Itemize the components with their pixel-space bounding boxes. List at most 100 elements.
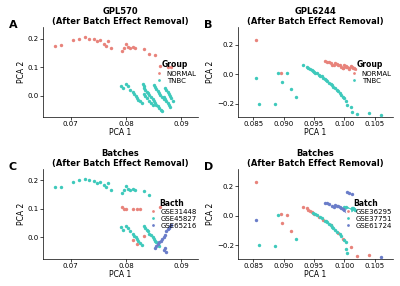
Point xyxy=(91,179,97,183)
Point xyxy=(279,221,286,225)
Point xyxy=(279,79,286,84)
Point xyxy=(152,238,158,243)
Point xyxy=(127,88,134,92)
Point xyxy=(292,236,299,241)
Point xyxy=(334,61,340,66)
Point xyxy=(120,228,126,232)
Point xyxy=(256,101,262,106)
Point xyxy=(159,95,165,99)
Point xyxy=(102,43,109,48)
Point xyxy=(144,90,150,94)
Point xyxy=(164,227,171,231)
Point xyxy=(339,65,346,70)
Point xyxy=(101,41,107,46)
Point xyxy=(58,184,64,189)
Point xyxy=(338,65,344,69)
Point xyxy=(378,113,384,118)
Point xyxy=(311,211,317,216)
Point xyxy=(156,106,162,111)
Point xyxy=(142,94,149,98)
Point xyxy=(331,63,337,68)
Point xyxy=(334,230,340,234)
Point xyxy=(135,239,142,244)
Point xyxy=(300,205,306,209)
Point xyxy=(168,223,175,227)
Point xyxy=(138,101,145,106)
Legend: NORMAL, TNBC: NORMAL, TNBC xyxy=(346,60,392,84)
Point xyxy=(141,86,148,91)
Point xyxy=(156,91,162,96)
Point xyxy=(348,65,355,69)
Point xyxy=(332,61,338,65)
Legend: NORMAL, TNBC: NORMAL, TNBC xyxy=(151,60,197,84)
Point xyxy=(334,203,340,208)
Point xyxy=(162,97,168,101)
Point xyxy=(107,188,114,192)
Point xyxy=(121,46,128,50)
Point xyxy=(166,226,172,230)
Point xyxy=(91,37,97,42)
Point xyxy=(324,79,330,83)
Point xyxy=(342,205,349,210)
Point xyxy=(320,76,326,80)
Y-axis label: PCA 2: PCA 2 xyxy=(206,61,216,83)
Point xyxy=(328,223,334,228)
Point xyxy=(347,105,354,110)
Point xyxy=(366,111,372,116)
Point xyxy=(159,109,165,114)
Point xyxy=(121,206,128,211)
Point xyxy=(378,255,384,259)
X-axis label: PCA 1: PCA 1 xyxy=(304,128,327,138)
Point xyxy=(288,87,294,91)
Point xyxy=(324,220,330,225)
Point xyxy=(274,213,281,217)
Point xyxy=(52,185,58,190)
Point xyxy=(164,101,171,106)
Point xyxy=(168,96,175,101)
Point xyxy=(335,89,342,94)
Point xyxy=(340,236,346,241)
Point xyxy=(81,176,88,181)
Point xyxy=(288,228,294,233)
Point xyxy=(253,217,260,222)
Point xyxy=(148,95,154,99)
Point xyxy=(150,236,157,241)
Point xyxy=(166,92,172,96)
Point xyxy=(344,65,351,69)
Point xyxy=(146,193,152,198)
Point xyxy=(70,179,77,184)
Point xyxy=(284,71,290,76)
Point xyxy=(144,96,150,101)
Point xyxy=(155,242,161,247)
Point xyxy=(97,38,103,42)
Point xyxy=(324,201,330,206)
Y-axis label: PCA 2: PCA 2 xyxy=(206,202,216,225)
Point xyxy=(160,248,167,252)
Point xyxy=(322,59,328,63)
Point xyxy=(152,246,158,250)
Point xyxy=(351,66,357,71)
Point xyxy=(124,45,131,49)
Point xyxy=(94,181,100,185)
Point xyxy=(86,36,92,41)
Point xyxy=(338,206,344,211)
Point xyxy=(284,213,290,217)
Point xyxy=(130,231,136,236)
Point xyxy=(328,82,334,86)
Point xyxy=(348,192,355,196)
Point xyxy=(341,204,348,209)
Point xyxy=(163,88,169,92)
Point xyxy=(155,104,161,109)
Point xyxy=(322,218,328,223)
Point xyxy=(329,225,336,229)
Legend: GSE36295, GSE37751, GSE61724: GSE36295, GSE37751, GSE61724 xyxy=(340,198,392,229)
Point xyxy=(130,45,136,49)
Point xyxy=(335,204,342,208)
Point xyxy=(271,244,278,248)
Point xyxy=(133,93,139,98)
Point xyxy=(158,238,164,243)
Point xyxy=(329,62,336,67)
Point xyxy=(350,206,356,211)
Point xyxy=(341,96,348,101)
Point xyxy=(52,43,58,48)
